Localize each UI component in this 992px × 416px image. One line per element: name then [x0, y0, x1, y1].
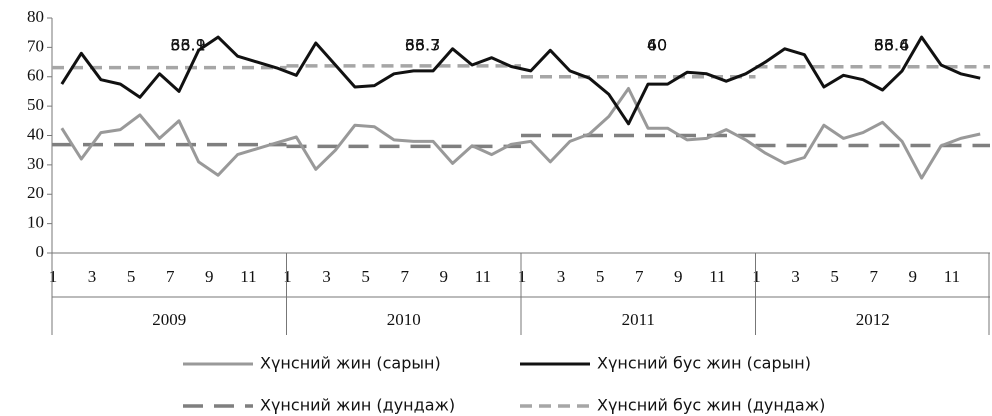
x-tick-label: 11: [944, 267, 960, 286]
data-label: 36.3: [405, 36, 441, 55]
y-tick-label: 70: [27, 36, 44, 55]
x-tick-label: 11: [240, 267, 256, 286]
x-tick-label: 5: [127, 267, 136, 286]
x-tick-label: 5: [596, 267, 605, 286]
x-tick-label: 7: [166, 267, 175, 286]
x-tick-label: 3: [322, 267, 331, 286]
x-tick-label: 5: [830, 267, 839, 286]
group-label: 2011: [622, 310, 655, 329]
x-tick-label: 3: [557, 267, 566, 286]
y-tick-label: 30: [27, 154, 44, 173]
x-tick-label: 3: [791, 267, 800, 286]
y-tick-label: 60: [27, 66, 44, 85]
data-label: 40: [647, 36, 667, 55]
x-tick-label: 5: [361, 267, 370, 286]
series-line: [60, 87, 981, 180]
legend-label: Хүнсний жин (сарын): [260, 354, 441, 373]
legend-label: Хүнсний жин (дундаж): [260, 396, 455, 415]
x-tick-label: 7: [635, 267, 644, 286]
x-tick-label: 7: [869, 267, 878, 286]
legend-label: Хүнсний бус жин (сарын): [597, 354, 811, 373]
y-tick-label: 50: [27, 95, 44, 114]
data-label: 60: [647, 36, 667, 55]
data-label: 63.7: [405, 36, 441, 55]
x-tick-label: 11: [475, 267, 491, 286]
series-line: [60, 35, 981, 126]
legend-label: Хүнсний бус жин (дундаж): [597, 396, 825, 415]
x-tick-label: 1: [49, 267, 58, 286]
data-label: 63.1: [170, 36, 206, 55]
group-label: 2010: [387, 310, 421, 329]
x-tick-label: 1: [752, 267, 761, 286]
y-tick-label: 40: [27, 124, 44, 143]
y-tick-label: 80: [27, 7, 44, 26]
data-label: 36.9: [170, 36, 206, 55]
x-tick-label: 3: [88, 267, 97, 286]
x-tick-label: 1: [518, 267, 527, 286]
group-label: 2009: [152, 310, 186, 329]
data-label: 36.6: [874, 36, 910, 55]
x-tick-label: 9: [205, 267, 214, 286]
group-label: 2012: [856, 310, 890, 329]
x-tick-label: 11: [709, 267, 725, 286]
y-tick-label: 10: [27, 213, 44, 232]
x-tick-label: 1: [283, 267, 292, 286]
x-tick-label: 9: [909, 267, 918, 286]
y-tick-label: 20: [27, 183, 44, 202]
x-tick-label: 9: [440, 267, 449, 286]
data-label: 63.4: [874, 36, 910, 55]
y-tick-label: 0: [36, 242, 45, 261]
x-tick-label: 7: [400, 267, 409, 286]
x-tick-label: 9: [674, 267, 683, 286]
